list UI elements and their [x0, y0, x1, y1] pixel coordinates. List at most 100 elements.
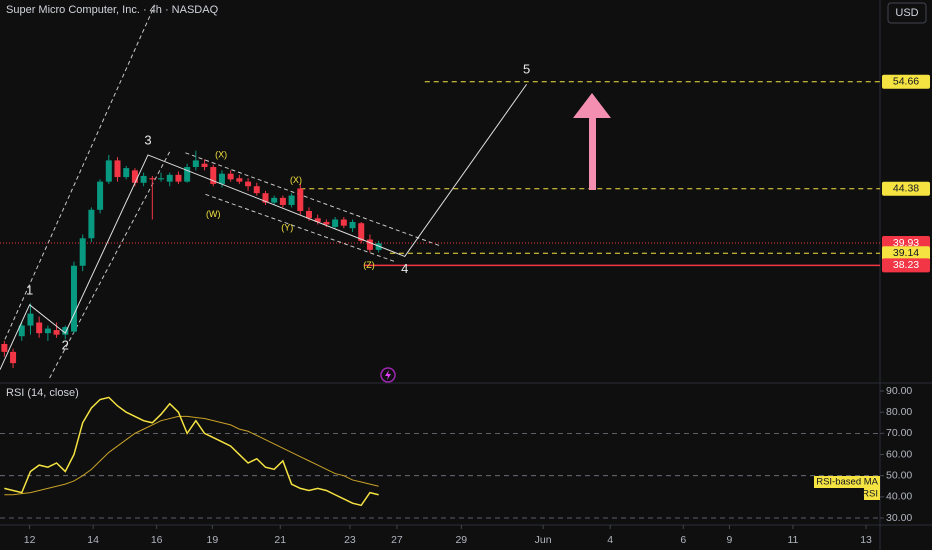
- event-icon-bolt: [385, 370, 391, 380]
- candle-body: [210, 167, 217, 184]
- legend-box: [864, 488, 880, 500]
- subwave-label: (X): [215, 149, 227, 159]
- price-label: 54.66: [893, 76, 919, 88]
- candle-body: [218, 173, 225, 184]
- y-tick-label: 70.00: [886, 427, 912, 439]
- price-label: 38.23: [893, 259, 919, 271]
- wave-label: 2: [62, 338, 69, 353]
- candle-body: [349, 221, 356, 229]
- candle-body: [158, 178, 165, 180]
- candle-body: [114, 160, 121, 178]
- x-tick-label: 21: [274, 534, 286, 546]
- wave-label: 5: [523, 62, 530, 77]
- candle-body: [1, 343, 8, 352]
- candle-body: [105, 160, 112, 182]
- candle-body: [245, 181, 252, 187]
- candle-body: [192, 160, 199, 168]
- y-tick-label: 30.00: [886, 512, 912, 524]
- candle-body: [140, 175, 147, 183]
- candle-body: [175, 174, 182, 182]
- trendline: [49, 151, 171, 379]
- candle-body: [62, 327, 69, 335]
- rsi-title: RSI (14, close): [6, 387, 79, 399]
- candle-body: [88, 209, 95, 239]
- y-tick-label: 90.00: [886, 385, 912, 397]
- subwave-label: (W): [206, 209, 221, 219]
- legend-label: RSI-based MA: [816, 477, 878, 488]
- candle-body: [236, 178, 243, 182]
- x-tick-label: 29: [455, 534, 467, 546]
- candle-body: [262, 193, 269, 203]
- x-tick-label: 19: [207, 534, 219, 546]
- price-label-box: [882, 181, 930, 196]
- subwave-label: (X): [290, 175, 302, 185]
- y-tick-label: 50.00: [886, 469, 912, 481]
- currency: USD: [895, 7, 918, 19]
- trendline: [4, 4, 156, 340]
- rsi-line: [4, 415, 379, 496]
- x-tick-label: 23: [344, 534, 356, 546]
- candle-body: [123, 168, 130, 178]
- currency-button[interactable]: [887, 2, 927, 24]
- candle-body: [97, 181, 104, 210]
- x-tick-label: 16: [151, 534, 163, 546]
- subwave-label: (Z): [363, 260, 375, 270]
- candle-body: [358, 223, 365, 241]
- grid-layer: 90.00 80.00 70.00 60.00 50.00 40.00 30.00 12 14 1…: [0, 385, 912, 546]
- x-tick-label: 9: [726, 534, 732, 546]
- candle-body: [44, 328, 51, 334]
- rsi-pane: [0, 383, 880, 525]
- y-tick-label: 80.00: [886, 406, 912, 418]
- arrow-up: [573, 93, 611, 190]
- price-label: 39.14: [893, 247, 919, 259]
- legend-box: [814, 476, 880, 488]
- candle-body: [253, 186, 260, 194]
- candle-body: [340, 219, 347, 226]
- price-label: 39.93: [893, 237, 919, 249]
- legend-label: RSI: [862, 489, 878, 500]
- x-tick-label: 6: [680, 534, 686, 546]
- candle-body: [53, 330, 60, 335]
- x-tick-label: 14: [87, 534, 99, 546]
- trendline: [185, 152, 441, 247]
- candle-body: [323, 221, 330, 225]
- candle-body: [18, 325, 25, 337]
- candle-body: [166, 174, 173, 182]
- event-icon[interactable]: [380, 367, 396, 383]
- candle-body: [332, 219, 339, 227]
- candle-body: [70, 265, 77, 332]
- candle-body: [36, 322, 43, 334]
- trendline: [205, 193, 396, 263]
- candle-body: [271, 197, 278, 203]
- price-label-box: [882, 74, 930, 89]
- candle-body: [279, 197, 286, 205]
- x-tick-label: 12: [24, 534, 36, 546]
- candle-body: [227, 173, 234, 180]
- wave-label: 4: [401, 261, 408, 276]
- candle-body: [366, 239, 373, 250]
- candle-body: [184, 167, 191, 182]
- candle-body: [314, 218, 321, 222]
- price-label-box: [882, 258, 930, 273]
- x-tick-label: 4: [607, 534, 613, 546]
- y-tick-label: 60.00: [886, 448, 912, 460]
- y-tick-label: 40.00: [886, 491, 912, 503]
- subwave-label: (Y): [281, 223, 293, 233]
- candle-body: [10, 351, 17, 364]
- candle-body: [79, 238, 86, 266]
- rsi-line: [4, 396, 379, 507]
- candle-body: [149, 178, 156, 180]
- candle-body: [131, 170, 138, 183]
- wave-label: 3: [144, 132, 151, 147]
- candle-body: [201, 163, 208, 168]
- labels-layer: 1 2 3 4 5 (X) (W) (X) (Y) (Z) 54.66 44.38 39.9339.14…: [26, 62, 930, 500]
- price-label-box: [882, 246, 930, 261]
- x-tick-label: Jun: [535, 534, 552, 546]
- candle-body: [27, 313, 34, 326]
- x-tick-label: 27: [391, 534, 403, 546]
- chart-title: Super Micro Computer, Inc. · 4h · NASDAQ: [6, 4, 219, 16]
- x-tick-label: 13: [860, 534, 872, 546]
- x-tick-label: 11: [788, 534, 799, 546]
- candle-body: [306, 210, 313, 219]
